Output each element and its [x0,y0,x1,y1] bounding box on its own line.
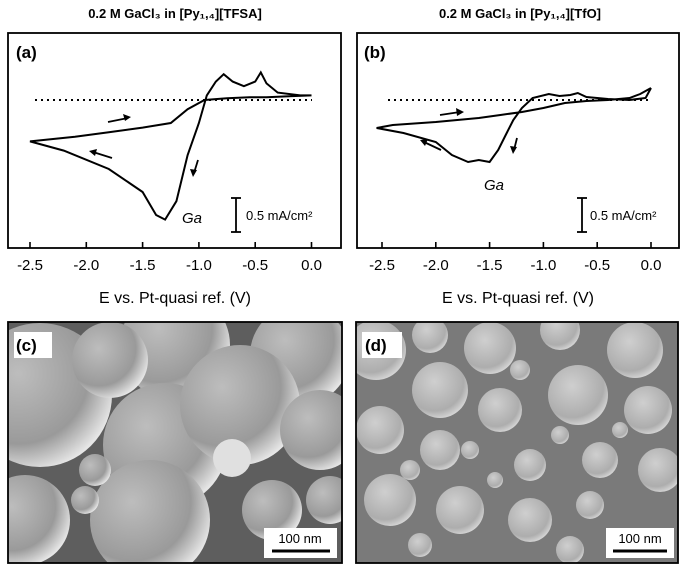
panel-d-scalebar-bg [606,528,674,558]
panel-b-title: 0.2 M GaCl₃ in [Py₁,₄][TfO] [439,6,601,21]
panel-b-arrowhead-down [510,146,517,154]
panel-a-ga-annotation: Ga [182,210,202,227]
xtick-label: -1.0 [186,257,212,274]
xtick-label: -1.0 [530,257,556,274]
panel-a-frame [7,32,342,249]
panel-d-label-bg [362,332,402,358]
panel-d-label: (d) [365,336,387,355]
xtick-label: -0.5 [584,257,610,274]
panel-c-label: (c) [16,336,37,355]
panel-a-arrowhead-down [190,169,197,177]
panel-c-scalebar-bg [264,528,337,558]
panel-c-label-bg [14,332,52,358]
panel-b-arrowhead-forward [456,108,464,116]
xtick-label: -1.5 [130,257,156,274]
panel-b-cv-curve [376,87,652,164]
xtick-label: -2.0 [423,257,449,274]
panel-a-label: (a) [16,43,37,62]
panel-a-arrowhead-back [89,149,97,156]
panel-b-label: (b) [364,43,386,62]
panel-b-xticks: -2.5 -2.0 -1.5 -1.0 -0.5 0.0 [369,242,661,274]
panel-b-arrowhead-back [420,139,428,146]
xtick-label: -1.5 [477,257,503,274]
panel-a-arrowhead-forward [123,114,131,121]
panel-d-scalebar-label: 100 nm [618,531,661,546]
panel-a-xticks: -2.5 -2.0 -1.5 -1.0 -0.5 0.0 [17,242,322,274]
xtick-label: -0.5 [242,257,268,274]
panel-a-arrow-back [92,151,113,159]
panel-c-scalebar-label: 100 nm [278,531,321,546]
panel-a-xlabel: E vs. Pt-quasi ref. (V) [99,290,251,307]
panel-b-xlabel: E vs. Pt-quasi ref. (V) [442,290,594,307]
panel-b-arrow-back [423,141,442,151]
xtick-label: 0.0 [641,257,662,274]
panel-b-scalebar-label: 0.5 mA/cm² [590,208,657,223]
xtick-label: -2.5 [369,257,395,274]
panel-d-sem-image [356,322,678,563]
panel-b-frame [356,32,680,249]
panel-a-cv-curve [29,70,312,221]
panel-a-title: 0.2 M GaCl₃ in [Py₁,₄][TFSA] [88,6,262,21]
xtick-label: 0.0 [301,257,322,274]
xtick-label: -2.0 [73,257,99,274]
xtick-label: -2.5 [17,257,43,274]
panel-a-scalebar-label: 0.5 mA/cm² [246,208,313,223]
panel-c-sem-image [8,322,342,563]
panel-b-ga-annotation: Ga [484,177,504,194]
